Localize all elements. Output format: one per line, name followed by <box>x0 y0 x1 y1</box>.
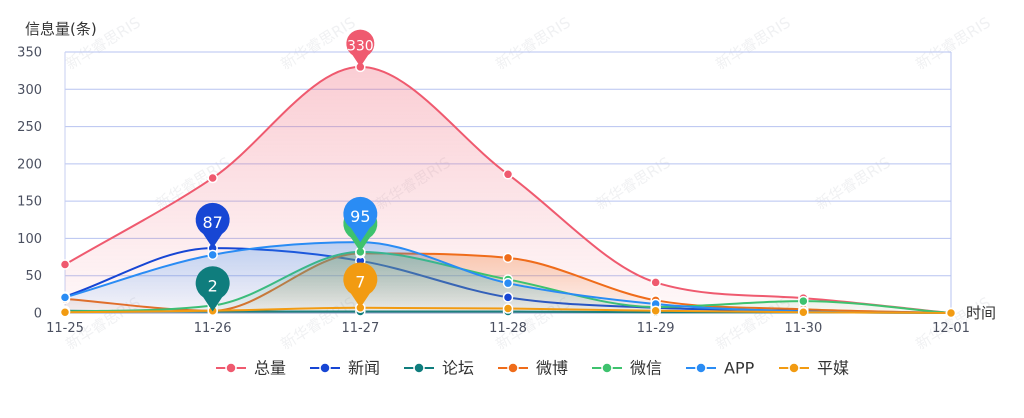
data-point <box>502 303 514 314</box>
series-area <box>65 242 951 313</box>
data-point <box>502 292 514 303</box>
legend-marker <box>413 362 425 374</box>
watermark-text: 新华睿思RIS <box>713 13 794 73</box>
x-tick-label: 11-25 <box>46 321 84 336</box>
legend-marker <box>695 362 707 374</box>
legend-label: 平媒 <box>817 359 849 378</box>
legend-label: 新闻 <box>348 359 380 378</box>
data-point <box>502 277 514 289</box>
legend-marker <box>225 362 237 374</box>
data-point <box>59 307 71 318</box>
marker-label: 330 <box>347 38 374 54</box>
watermark-text: 新华睿思RIS <box>593 153 674 213</box>
legend: 总量 新闻 论坛 微博 微信 APP 平媒 <box>216 359 849 378</box>
data-point <box>650 305 661 317</box>
watermark-text: 新华睿思RIS <box>913 13 994 73</box>
data-point <box>798 295 809 307</box>
data-point <box>207 249 218 261</box>
marker-pin <box>195 266 230 312</box>
watermark-text: 新华睿思RIS <box>813 153 894 213</box>
legend-marker <box>319 362 331 374</box>
x-tick-label: 11-26 <box>194 321 232 336</box>
marker-pin <box>343 196 378 243</box>
marker-label: 7 <box>355 273 365 292</box>
grid-group: 0 50 100 150 200 250 300 350 <box>17 46 952 322</box>
data-point <box>798 307 809 318</box>
y-tick-label: 150 <box>17 195 42 210</box>
data-point <box>207 172 218 184</box>
legend-label: APP <box>724 359 755 378</box>
data-point <box>502 252 514 264</box>
x-tick-label: 12-01 <box>932 321 970 336</box>
x-tick-label: 11-27 <box>341 321 379 336</box>
y-tick-label: 350 <box>17 46 42 61</box>
marker-pin <box>346 29 375 67</box>
y-tick-label: 100 <box>17 232 42 247</box>
y-tick-label: 200 <box>17 157 42 172</box>
watermark-text: 新华睿思RIS <box>493 13 574 73</box>
marker-pin <box>195 202 230 249</box>
y-tick-label: 0 <box>34 307 42 322</box>
data-point <box>59 292 71 303</box>
data-point <box>59 259 71 270</box>
legend-label: 微信 <box>630 359 662 378</box>
y-tick-label: 50 <box>25 269 42 284</box>
legend-label: 总量 <box>254 359 286 378</box>
legend-marker <box>601 362 613 374</box>
legend-marker <box>788 362 800 374</box>
y-tick-label: 300 <box>17 83 42 98</box>
y-axis-title: 信息量(条) <box>25 20 97 38</box>
data-point <box>650 277 661 288</box>
marker-label: 2 <box>208 276 218 295</box>
x-tick-label: 11-29 <box>637 321 675 336</box>
legend-label: 微博 <box>536 359 568 378</box>
marker-label: 87 <box>202 213 222 232</box>
marker-label: 95 <box>350 207 370 226</box>
data-point <box>945 307 957 319</box>
data-point <box>502 169 514 180</box>
x-tick-label: 11-30 <box>784 321 822 336</box>
series-group <box>59 61 957 319</box>
marker-pin <box>343 262 378 308</box>
legend-label: 论坛 <box>442 359 474 378</box>
x-axis-title: 时间 <box>966 304 996 322</box>
marker-group: 330 87 2 95 7 <box>195 29 378 312</box>
legend-marker <box>507 362 519 374</box>
y-tick-label: 250 <box>17 120 42 135</box>
x-tick-label: 11-28 <box>489 321 527 336</box>
